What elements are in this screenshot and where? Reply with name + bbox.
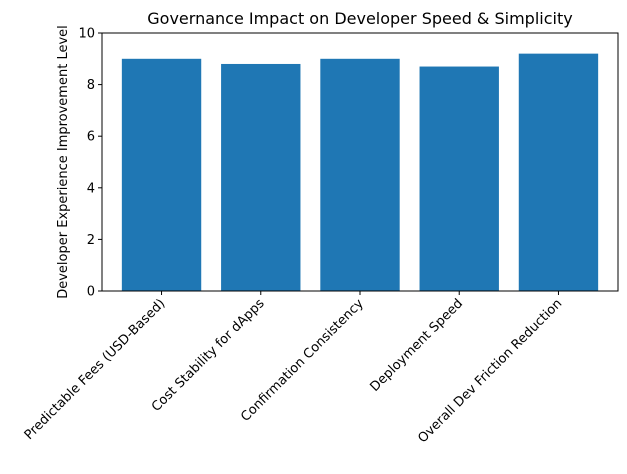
y-tick-label: 2 [87, 233, 95, 248]
plot-frame [101, 32, 619, 292]
y-axis-label: Developer Experience Improvement Level [56, 25, 71, 299]
x-tick-label: Predictable Fees (USD-Based) [22, 296, 169, 443]
y-tick-label: 0 [87, 285, 95, 300]
bar [419, 66, 499, 291]
y-tick-label: 8 [87, 78, 95, 93]
bar [221, 63, 301, 292]
y-tick-label: 6 [87, 130, 95, 145]
y-tick-label: 10 [78, 27, 95, 42]
x-tick-label: Cost Stability for dApps [149, 296, 268, 415]
bar [518, 53, 599, 291]
chart-title: Governance Impact on Developer Speed & S… [147, 9, 572, 28]
x-tick-label: Deployment Speed [367, 296, 466, 395]
bar [121, 58, 202, 291]
bar [320, 58, 400, 291]
y-tick-label: 4 [87, 181, 95, 196]
